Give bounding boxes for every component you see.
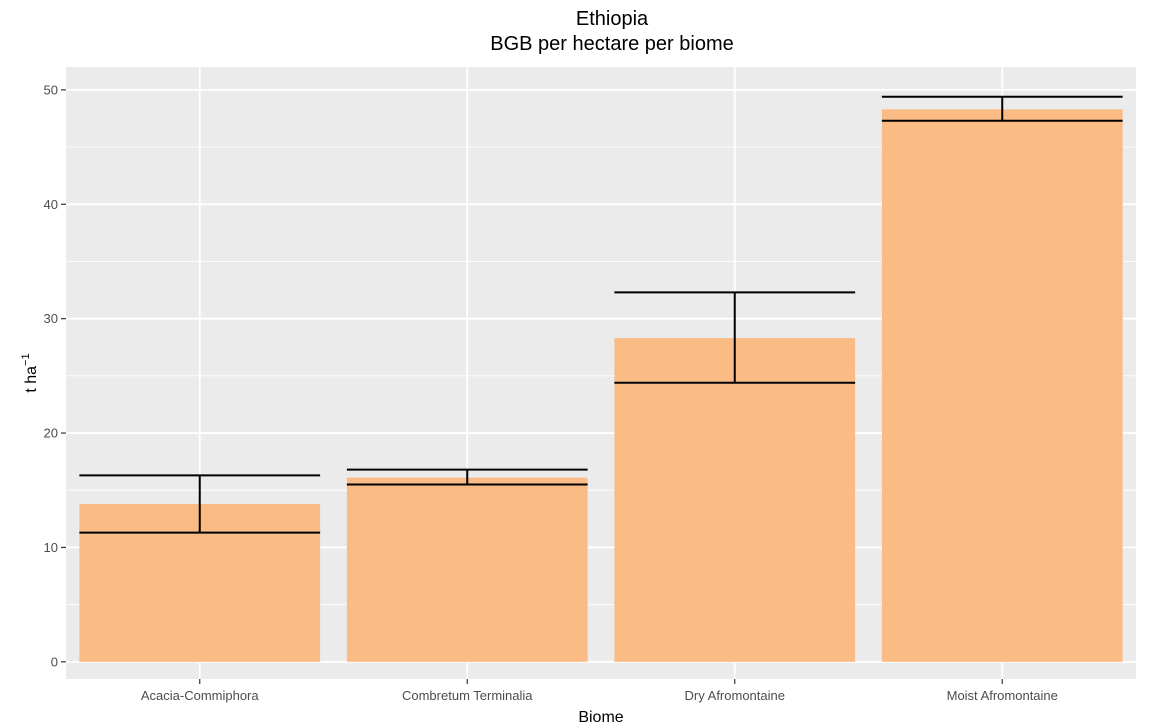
y-axis-title: t ha−1 bbox=[20, 353, 40, 392]
bars bbox=[79, 109, 1123, 662]
chart-title: Ethiopia bbox=[576, 8, 649, 30]
error-bars bbox=[79, 95, 1123, 534]
x-tick-label: Combretum Terminalia bbox=[402, 688, 533, 703]
y-tick-label: 0 bbox=[51, 654, 58, 669]
y-axis-title-superscript: −1 bbox=[20, 353, 32, 366]
error-bar bbox=[79, 474, 321, 534]
x-axis-title: Biome bbox=[578, 709, 623, 726]
y-tick-label: 40 bbox=[44, 197, 58, 212]
y-tick-label: 30 bbox=[44, 311, 58, 326]
chart-subtitle: BGB per hectare per biome bbox=[490, 33, 733, 55]
x-tick-label: Dry Afromontaine bbox=[685, 688, 785, 703]
x-axis-ticks: Acacia-Commiphora Combretum Terminalia Dry… bbox=[141, 679, 1058, 703]
error-bar bbox=[614, 291, 856, 384]
y-axis-title-text: t ha bbox=[23, 366, 40, 393]
y-tick-label: 20 bbox=[44, 426, 58, 441]
bar bbox=[881, 109, 1123, 662]
x-tick-label: Acacia-Commiphora bbox=[141, 688, 260, 703]
error-bar bbox=[346, 468, 588, 486]
y-tick-label: 50 bbox=[44, 82, 58, 97]
error-bar bbox=[881, 95, 1123, 122]
bar bbox=[346, 477, 588, 662]
y-tick-label: 10 bbox=[44, 540, 58, 555]
x-tick-label: Moist Afromontaine bbox=[947, 688, 1058, 703]
bar bbox=[614, 338, 856, 662]
y-axis-ticks: 0 10 20 30 40 50 bbox=[44, 82, 66, 669]
